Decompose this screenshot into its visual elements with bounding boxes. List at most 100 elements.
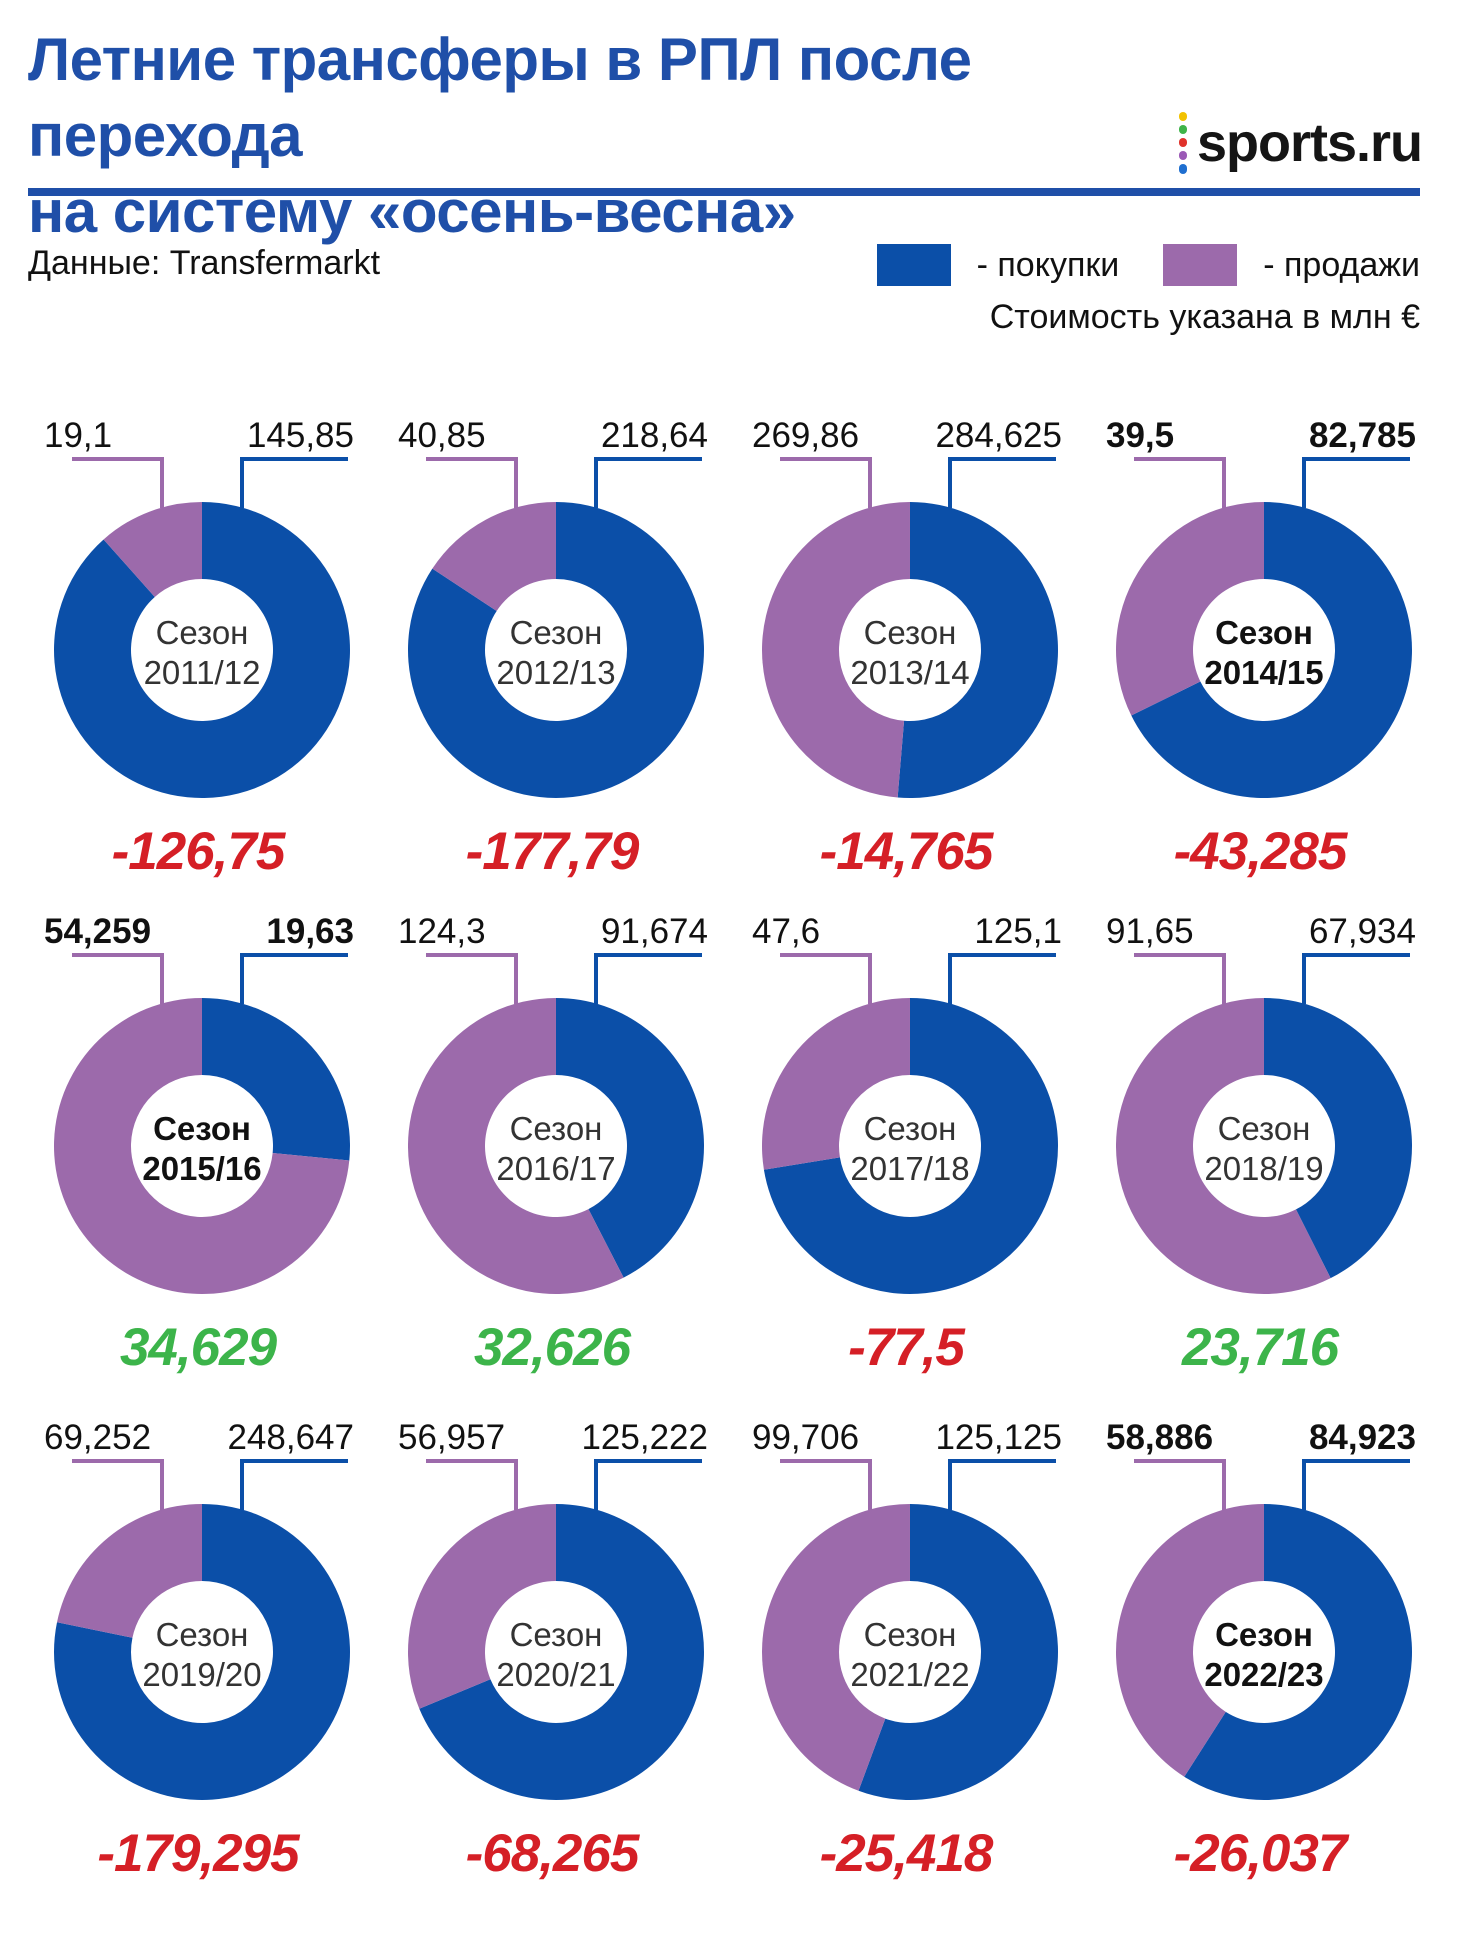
purchases-value-label: 248,647 xyxy=(227,1418,354,1457)
purchases-leader-line xyxy=(1302,953,1410,1004)
donut-segment-purchases xyxy=(1131,502,1412,798)
sales-leader-line xyxy=(780,457,872,508)
donut-segment-sales xyxy=(103,502,202,597)
legend-swatch-purchases xyxy=(876,244,951,286)
sales-leader-line xyxy=(780,953,872,1004)
balance-label: -126,75 xyxy=(112,822,287,881)
chart-title-line1: Летние трансферы в РПЛ после перехода xyxy=(28,26,972,169)
center-label-prefix: Сезон xyxy=(510,614,603,651)
sales-value-label: 39,5 xyxy=(1106,416,1174,455)
donut-segment-purchases xyxy=(54,502,351,799)
balance-label: -25,418 xyxy=(820,1824,994,1883)
purchases-value-label: 19,63 xyxy=(266,912,354,951)
center-label-season: 2017/18 xyxy=(850,1150,969,1187)
center-label-season: 2012/13 xyxy=(496,654,615,691)
purchases-leader-line xyxy=(240,457,348,508)
center-label-prefix: Сезон xyxy=(510,1616,603,1653)
donut-segment-purchases xyxy=(763,998,1058,1294)
purchases-leader-line xyxy=(948,953,1056,1004)
sales-leader-line xyxy=(72,457,164,508)
purchases-value-label: 84,923 xyxy=(1309,1418,1416,1457)
balance-label: -179,295 xyxy=(97,1824,301,1883)
balance-label: -14,765 xyxy=(820,822,995,881)
donut-segment-sales xyxy=(432,502,556,611)
center-label-prefix: Сезон xyxy=(1215,614,1313,651)
center-label-prefix: Сезон xyxy=(156,614,249,651)
balance-label: -68,265 xyxy=(466,1824,641,1883)
sales-value-label: 40,85 xyxy=(398,416,486,455)
purchases-value-label: 125,222 xyxy=(581,1418,708,1457)
sales-leader-line xyxy=(426,953,518,1004)
balance-label: -43,285 xyxy=(1174,822,1349,881)
sales-value-label: 47,6 xyxy=(752,912,820,951)
purchases-value-label: 82,785 xyxy=(1309,416,1416,455)
center-label-season: 2019/20 xyxy=(142,1656,261,1693)
purchases-leader-line xyxy=(1302,457,1410,508)
center-label-prefix: Сезон xyxy=(510,1110,603,1147)
balance-label: -26,037 xyxy=(1174,1824,1350,1883)
purchases-leader-line xyxy=(948,457,1056,508)
center-label-season: 2022/23 xyxy=(1204,1656,1323,1693)
donut-segment-sales xyxy=(57,1504,202,1638)
logo-dot xyxy=(1178,112,1187,121)
purchases-leader-line xyxy=(240,1459,348,1510)
center-label-prefix: Сезон xyxy=(1218,1110,1311,1147)
purchases-leader-line xyxy=(240,953,348,1004)
center-label-season: 2021/22 xyxy=(850,1656,969,1693)
donut-segment-sales xyxy=(408,1504,556,1709)
center-label-prefix: Сезон xyxy=(156,1616,249,1653)
purchases-value-label: 145,85 xyxy=(247,416,354,455)
sales-value-label: 56,957 xyxy=(398,1418,505,1457)
balance-label: 32,626 xyxy=(474,1318,632,1377)
center-label-prefix: Сезон xyxy=(864,1616,957,1653)
donut-segment-sales xyxy=(408,998,624,1294)
purchases-leader-line xyxy=(594,457,702,508)
sales-leader-line xyxy=(426,457,518,508)
sales-leader-line xyxy=(1134,953,1226,1004)
sales-value-label: 99,706 xyxy=(752,1418,859,1457)
logo-dot xyxy=(1178,164,1187,174)
donut-segment-sales xyxy=(762,998,910,1170)
donut-segment-purchases xyxy=(1264,998,1412,1279)
center-label-season: 2014/15 xyxy=(1204,654,1323,691)
balance-label: 34,629 xyxy=(120,1318,278,1377)
legend-swatch-sales xyxy=(1163,244,1238,286)
purchases-leader-line xyxy=(594,953,702,1004)
sales-leader-line xyxy=(1134,457,1226,508)
legend-item-purchases: - покупки xyxy=(876,244,1119,286)
donut-segment-sales xyxy=(1116,1504,1264,1777)
donut-segment-sales xyxy=(54,998,350,1295)
center-label-prefix: Сезон xyxy=(864,1110,957,1147)
sales-value-label: 91,65 xyxy=(1106,912,1194,951)
donut-segment-sales xyxy=(762,502,910,798)
center-label-prefix: Сезон xyxy=(1215,1616,1313,1653)
balance-label: -77,5 xyxy=(848,1318,966,1377)
unit-note: Стоимость указана в млн € xyxy=(989,298,1420,336)
data-source: Данные: Transfermarkt xyxy=(28,244,381,282)
donut-segment-sales xyxy=(1116,502,1264,716)
center-label-season: 2011/12 xyxy=(144,654,261,691)
donut-segment-purchases xyxy=(1184,1504,1412,1801)
purchases-leader-line xyxy=(948,1459,1056,1510)
sales-value-label: 124,3 xyxy=(398,912,486,951)
donut-segment-purchases xyxy=(408,502,705,798)
center-label-season: 2016/17 xyxy=(496,1150,615,1187)
logo-dots-icon xyxy=(1177,112,1189,174)
sales-value-label: 19,1 xyxy=(44,416,112,455)
logo-dot xyxy=(1178,125,1187,134)
purchases-value-label: 125,125 xyxy=(935,1418,1062,1457)
sales-leader-line xyxy=(426,1459,518,1510)
donut-segment-purchases xyxy=(858,1504,1059,1801)
title-divider xyxy=(28,188,1420,196)
logo-text: sports.ru xyxy=(1196,113,1423,173)
purchases-leader-line xyxy=(594,1459,702,1510)
sales-leader-line xyxy=(72,1459,164,1510)
donut-segment-purchases xyxy=(202,998,350,1161)
legend-label-sales: - продажи xyxy=(1263,245,1420,284)
legend: - покупки - продажи xyxy=(876,244,1420,286)
sales-leader-line xyxy=(72,953,164,1004)
balance-label: -177,79 xyxy=(466,822,640,881)
sales-value-label: 54,259 xyxy=(44,912,151,951)
donut-segment-purchases xyxy=(897,502,1058,798)
purchases-value-label: 218,64 xyxy=(601,416,708,455)
